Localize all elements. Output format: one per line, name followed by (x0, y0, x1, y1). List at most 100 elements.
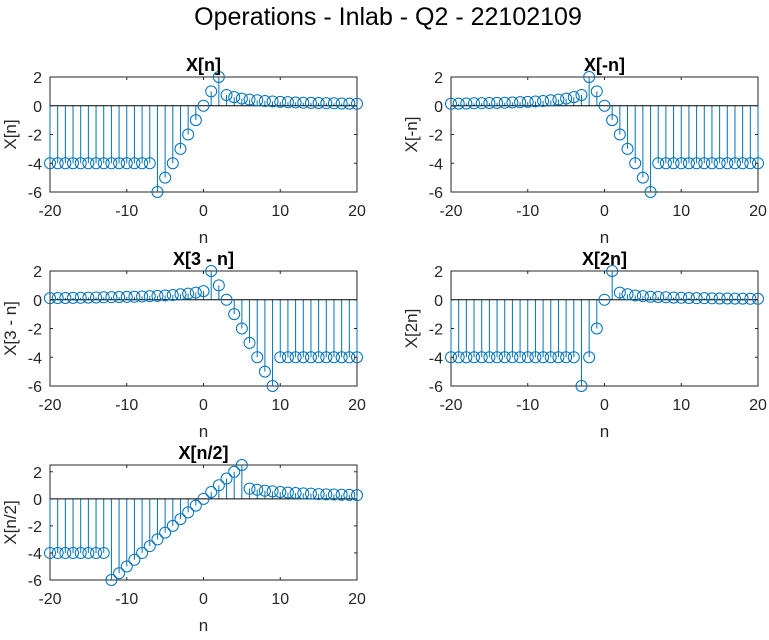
stem-marker (682, 292, 695, 305)
stem-marker (258, 484, 271, 497)
y-tick-label: -2 (429, 322, 443, 339)
axes-box (49, 76, 358, 193)
stem-marker (205, 265, 218, 277)
stem-marker (182, 287, 195, 300)
subplot-title: X[3 - n] (173, 249, 234, 269)
stem-marker (74, 157, 87, 170)
stem-marker (351, 351, 363, 364)
x-tick-label: -20 (38, 397, 61, 414)
x-tick-label: 0 (600, 397, 609, 414)
stem-marker (606, 114, 619, 127)
stem-marker (544, 94, 557, 107)
stem-marker (136, 290, 149, 303)
y-axis-label: X[-n] (402, 117, 421, 153)
x-tick-label: 10 (271, 203, 289, 220)
stem-marker (258, 365, 271, 378)
stem-marker (721, 157, 734, 170)
x-tick-label: -10 (516, 397, 539, 414)
x-tick-label: 10 (271, 397, 289, 414)
stem-marker (220, 88, 233, 101)
stem-marker (166, 157, 179, 170)
stem-marker (274, 95, 287, 108)
stem-marker (235, 92, 248, 105)
x-axis-label: n (199, 228, 208, 247)
stem-marker (151, 289, 164, 302)
y-tick-label: -4 (28, 156, 42, 173)
stem-marker (529, 95, 542, 108)
stem-marker (212, 479, 225, 492)
stem-marker (613, 286, 626, 299)
stem-marker (59, 546, 72, 559)
stem-marker (120, 290, 133, 303)
y-tick-label: -6 (429, 379, 443, 396)
stem-marker (521, 351, 534, 364)
y-tick-label: -6 (28, 379, 42, 396)
x-tick-label: 20 (348, 397, 366, 414)
stem-marker (151, 533, 164, 546)
stem-marker (498, 96, 511, 109)
stem-marker (351, 489, 363, 502)
x-axis-label: n (199, 616, 208, 635)
x-tick-label: 0 (199, 397, 208, 414)
stem-marker (491, 96, 504, 109)
stem-marker (629, 289, 642, 302)
y-tick-label: 0 (33, 99, 42, 116)
stem-marker (698, 157, 711, 170)
stem-marker (475, 351, 488, 364)
stem-marker (159, 289, 172, 302)
subplot-title: X[2n] (582, 249, 627, 269)
stem-marker (736, 157, 749, 170)
y-tick-label: -6 (429, 185, 443, 202)
stem-marker (197, 99, 210, 112)
stem-marker (621, 142, 634, 155)
stem-marker (189, 114, 202, 127)
stem-marker (598, 293, 611, 306)
stem-marker (320, 488, 333, 501)
stem-marker (243, 482, 256, 495)
stem-marker (289, 487, 302, 500)
stem-marker (235, 322, 248, 335)
stem-marker (82, 546, 95, 559)
stem-marker (312, 351, 325, 364)
stem-marker (128, 290, 141, 303)
stem-marker (228, 308, 241, 321)
x-tick-label: 0 (199, 591, 208, 608)
stem-marker (51, 292, 64, 305)
stem-marker (289, 351, 302, 364)
stem-marker (744, 292, 757, 305)
stem-marker (143, 540, 156, 553)
stem-marker (682, 157, 695, 170)
y-tick-label: -2 (429, 128, 443, 145)
stem-marker (281, 351, 294, 364)
stem-marker (752, 292, 764, 305)
stem-marker (105, 291, 118, 304)
stem-marker (598, 99, 611, 112)
stem-marker (537, 351, 550, 364)
y-tick-label: -4 (28, 350, 42, 367)
stem-marker (90, 157, 103, 170)
y-axis-label: X[3 - n] (1, 301, 20, 356)
stem-marker (705, 292, 718, 305)
stem-marker (667, 157, 680, 170)
stem-marker (644, 290, 657, 303)
stem-marker (151, 186, 164, 198)
stem-marker (690, 292, 703, 305)
stem-marker (335, 351, 348, 364)
stem-marker (567, 91, 580, 104)
stem-marker (613, 128, 626, 141)
stem-marker (327, 488, 340, 501)
stem-marker (491, 351, 504, 364)
axes-box (49, 270, 358, 387)
stem-marker (174, 513, 187, 526)
stem-marker (251, 483, 264, 496)
stem-marker (228, 91, 241, 104)
stem-marker (189, 499, 202, 512)
stem-marker (197, 285, 210, 298)
stem-marker (197, 492, 210, 505)
y-axis-label: X[2n] (402, 309, 421, 349)
stem-marker (159, 171, 172, 184)
stem-marker (113, 157, 126, 170)
y-axis-label: X[n/2] (1, 500, 20, 544)
x-tick-label: -20 (439, 397, 462, 414)
